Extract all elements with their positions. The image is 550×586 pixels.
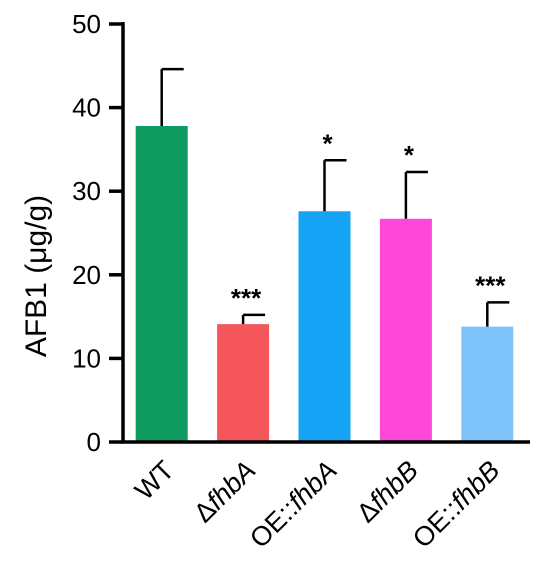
significance-label: ***	[231, 283, 262, 313]
y-tick-label: 20	[72, 260, 101, 290]
bar	[135, 125, 188, 442]
y-tick-label: 30	[72, 176, 101, 206]
x-tick-label: OE::fhbB	[407, 455, 506, 554]
error-bar	[486, 301, 510, 327]
error-bar	[241, 313, 266, 325]
y-tick-label: 10	[72, 343, 101, 373]
x-tick-label: OE::fhbA	[244, 455, 343, 554]
x-tick-label: ΔfhbB	[351, 455, 424, 528]
y-axis: 0 10 20 30 40 50	[72, 9, 125, 457]
error-bar	[404, 170, 428, 219]
y-tick-label: 50	[72, 9, 101, 39]
significance-label: *	[404, 140, 415, 170]
bar	[461, 326, 514, 442]
bar	[379, 218, 432, 442]
x-tick-label-text: WT	[129, 455, 180, 506]
x-tick-label: WT	[129, 455, 180, 506]
error-bar	[160, 67, 184, 126]
bars: **** ****	[135, 67, 514, 442]
significance-label: *	[322, 128, 333, 158]
significance-label: ***	[475, 270, 506, 300]
x-tick-label: ΔfhbA	[188, 455, 261, 528]
bar	[298, 211, 351, 442]
y-tick-label: 40	[72, 93, 101, 123]
y-axis-title: AFB1 (μg/g)	[20, 195, 53, 357]
error-bar	[323, 159, 347, 212]
y-tick-label: 0	[87, 427, 101, 457]
bar	[217, 324, 270, 442]
